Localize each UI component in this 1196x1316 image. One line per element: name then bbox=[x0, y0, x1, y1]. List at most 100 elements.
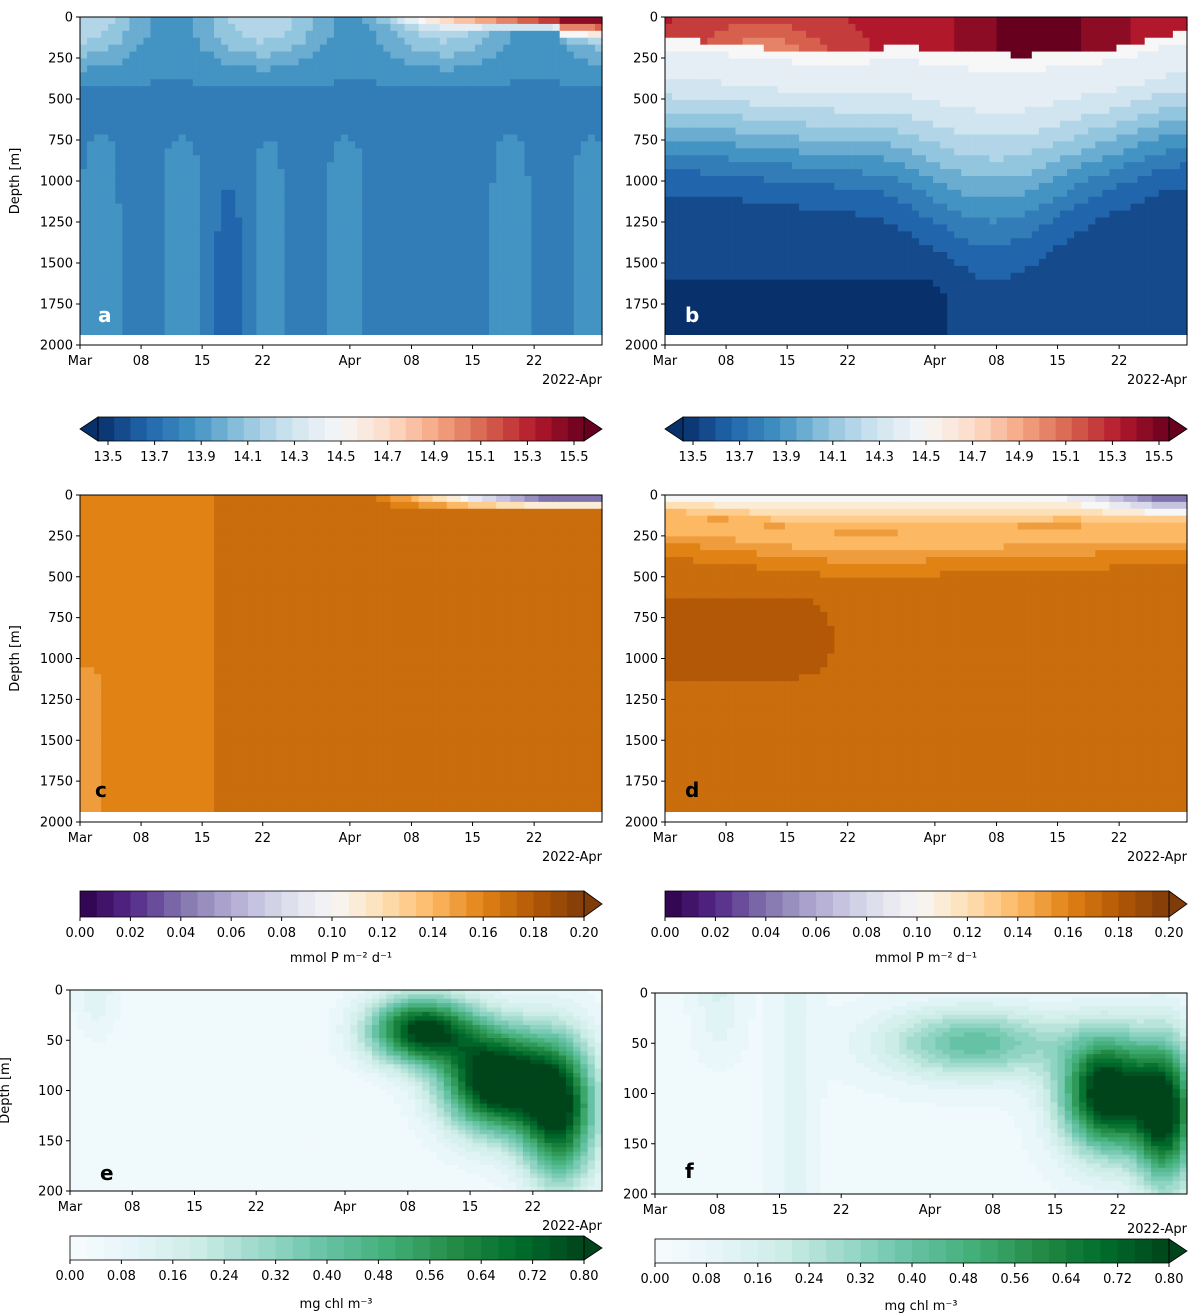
heatmap-cell bbox=[383, 79, 391, 87]
heatmap-cell bbox=[482, 293, 490, 302]
heatmap-cell bbox=[460, 252, 469, 260]
heatmap-cell bbox=[432, 72, 441, 80]
heatmap-cell bbox=[439, 252, 448, 260]
heatmap-cell bbox=[221, 224, 229, 232]
heatmap-cell bbox=[80, 79, 88, 87]
heatmap-cell bbox=[298, 127, 307, 136]
heatmap-cell bbox=[192, 148, 201, 156]
heatmap-cell bbox=[270, 210, 279, 219]
heatmap-cell bbox=[115, 155, 123, 163]
heatmap-cell bbox=[333, 307, 342, 315]
heatmap-cell bbox=[524, 286, 533, 295]
heatmap-cell bbox=[185, 120, 194, 129]
heatmap-cell bbox=[263, 314, 272, 322]
heatmap-cell bbox=[270, 155, 279, 163]
heatmap-cell bbox=[425, 86, 434, 94]
heatmap-cell bbox=[587, 300, 596, 308]
heatmap-cell bbox=[827, 231, 835, 239]
heatmap-cell bbox=[136, 210, 145, 219]
heatmap-cell bbox=[799, 300, 807, 308]
heatmap-cell bbox=[404, 328, 413, 336]
heatmap-cell bbox=[446, 245, 455, 253]
heatmap-cell bbox=[305, 286, 314, 295]
heatmap-cell bbox=[355, 44, 363, 53]
heatmap-cell bbox=[80, 307, 88, 315]
heatmap-cell bbox=[587, 314, 596, 322]
heatmap-cell bbox=[376, 182, 384, 191]
heatmap-cell bbox=[249, 106, 257, 115]
heatmap-cell bbox=[418, 113, 427, 122]
heatmap-cell bbox=[270, 182, 279, 191]
heatmap-cell bbox=[108, 99, 116, 108]
heatmap-cell bbox=[249, 258, 257, 267]
heatmap-cell bbox=[136, 224, 145, 232]
heatmap-cell bbox=[763, 196, 772, 205]
heatmap-cell bbox=[390, 203, 399, 212]
heatmap-cell bbox=[531, 293, 540, 302]
heatmap-cell bbox=[355, 231, 363, 239]
heatmap-cell bbox=[693, 231, 701, 239]
heatmap-cell bbox=[679, 148, 687, 156]
heatmap-cell bbox=[503, 328, 511, 336]
heatmap-cell bbox=[425, 44, 434, 53]
heatmap-cell bbox=[94, 182, 102, 191]
x-tick-label: 15 bbox=[464, 354, 481, 369]
heatmap-cell bbox=[305, 272, 314, 281]
heatmap-cell bbox=[122, 113, 130, 122]
heatmap-cell bbox=[446, 300, 455, 308]
heatmap-cell bbox=[665, 17, 673, 25]
heatmap-cell bbox=[425, 37, 434, 46]
heatmap-cell bbox=[876, 106, 885, 115]
heatmap-cell bbox=[756, 196, 765, 205]
heatmap-cell bbox=[897, 196, 906, 205]
heatmap-cell bbox=[270, 93, 279, 101]
heatmap-cell bbox=[362, 203, 370, 212]
heatmap-cell bbox=[538, 86, 547, 94]
heatmap-cell bbox=[446, 176, 455, 184]
heatmap-cell bbox=[721, 23, 730, 32]
heatmap-cell bbox=[390, 169, 399, 177]
heatmap-cell bbox=[834, 79, 842, 87]
y-axis-title: Depth [m] bbox=[8, 148, 23, 215]
heatmap-cell bbox=[862, 210, 871, 219]
heatmap-cell bbox=[326, 196, 335, 205]
heatmap-cell bbox=[319, 265, 328, 274]
heatmap-cell bbox=[545, 106, 554, 115]
heatmap-cell bbox=[665, 203, 673, 212]
heatmap-cell bbox=[763, 252, 772, 260]
heatmap-cell bbox=[397, 127, 406, 136]
heatmap-cell bbox=[192, 321, 201, 329]
heatmap-cell bbox=[777, 106, 786, 115]
heatmap-cell bbox=[482, 44, 490, 53]
heatmap-cell bbox=[312, 245, 321, 253]
heatmap-cell bbox=[397, 120, 406, 129]
heatmap-cell bbox=[164, 99, 173, 108]
heatmap-cell bbox=[178, 86, 187, 94]
heatmap-cell bbox=[263, 272, 272, 281]
heatmap-cell bbox=[749, 93, 758, 101]
heatmap-cell bbox=[869, 182, 878, 191]
heatmap-cell bbox=[87, 134, 95, 143]
heatmap-cell bbox=[171, 189, 180, 198]
heatmap-cell bbox=[510, 210, 518, 219]
heatmap-cell bbox=[545, 86, 554, 94]
heatmap-cell bbox=[376, 196, 384, 205]
heatmap-cell bbox=[87, 203, 95, 212]
heatmap-cell bbox=[101, 176, 109, 184]
heatmap-cell bbox=[312, 51, 321, 60]
heatmap-cell bbox=[221, 99, 229, 108]
heatmap-cell bbox=[94, 307, 102, 315]
heatmap-cell bbox=[855, 217, 864, 225]
heatmap-cell bbox=[221, 17, 229, 25]
heatmap-cell bbox=[432, 127, 441, 136]
heatmap-cell bbox=[157, 127, 166, 136]
heatmap-cell bbox=[136, 231, 145, 239]
heatmap-cell bbox=[475, 134, 483, 143]
heatmap-cell bbox=[418, 300, 427, 308]
heatmap-cell bbox=[728, 44, 737, 53]
heatmap-cell bbox=[397, 86, 406, 94]
heatmap-cell bbox=[249, 279, 257, 288]
heatmap-cell bbox=[735, 72, 744, 80]
heatmap-cell bbox=[686, 231, 694, 239]
heatmap-cell bbox=[503, 134, 511, 143]
